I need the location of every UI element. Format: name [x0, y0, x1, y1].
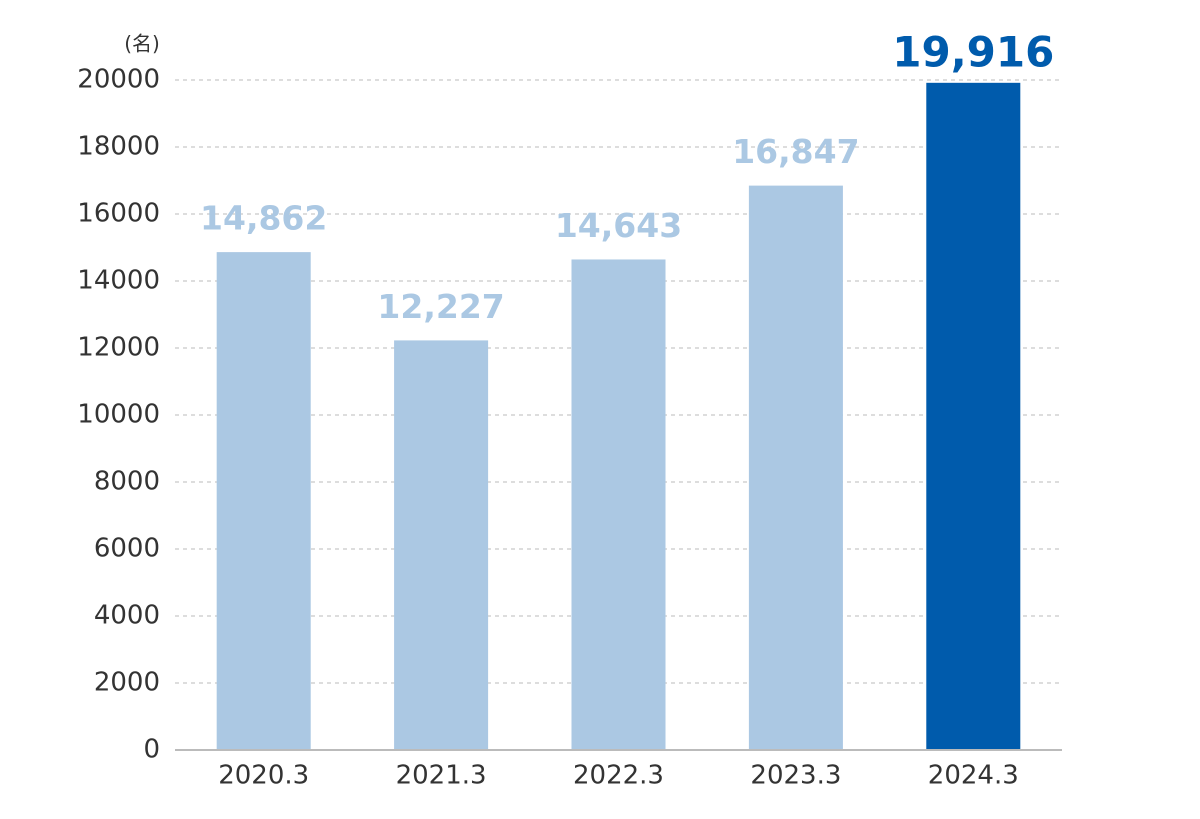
bar [394, 340, 489, 750]
y-tick-label: 6000 [94, 534, 160, 564]
x-tick-label: 2022.3 [573, 761, 664, 791]
value-label: 12,227 [377, 287, 504, 326]
y-tick-label: 2000 [94, 668, 160, 698]
bar [748, 185, 843, 751]
y-tick-label: 10000 [77, 400, 160, 430]
y-tick-label: 8000 [94, 467, 160, 497]
y-tick-label: 20000 [77, 65, 160, 95]
x-tick-label: 2024.3 [928, 761, 1019, 791]
y-tick-label: 12000 [77, 333, 160, 363]
bar [571, 259, 666, 750]
y-axis-unit: (名) [124, 32, 160, 56]
value-label: 19,916 [892, 27, 1054, 76]
y-tick-label: 18000 [77, 132, 160, 162]
value-label: 14,643 [555, 206, 682, 245]
x-tick-label: 2023.3 [750, 761, 841, 791]
bar [926, 82, 1021, 750]
bar [216, 252, 311, 751]
x-tick-label: 2020.3 [218, 761, 309, 791]
y-tick-label: 0 [143, 735, 160, 765]
value-label: 16,847 [732, 132, 859, 171]
value-label: 14,862 [200, 199, 327, 238]
y-tick-label: 4000 [94, 601, 160, 631]
y-tick-label: 14000 [77, 266, 160, 296]
y-tick-label: 16000 [77, 199, 160, 229]
x-tick-label: 2021.3 [396, 761, 487, 791]
